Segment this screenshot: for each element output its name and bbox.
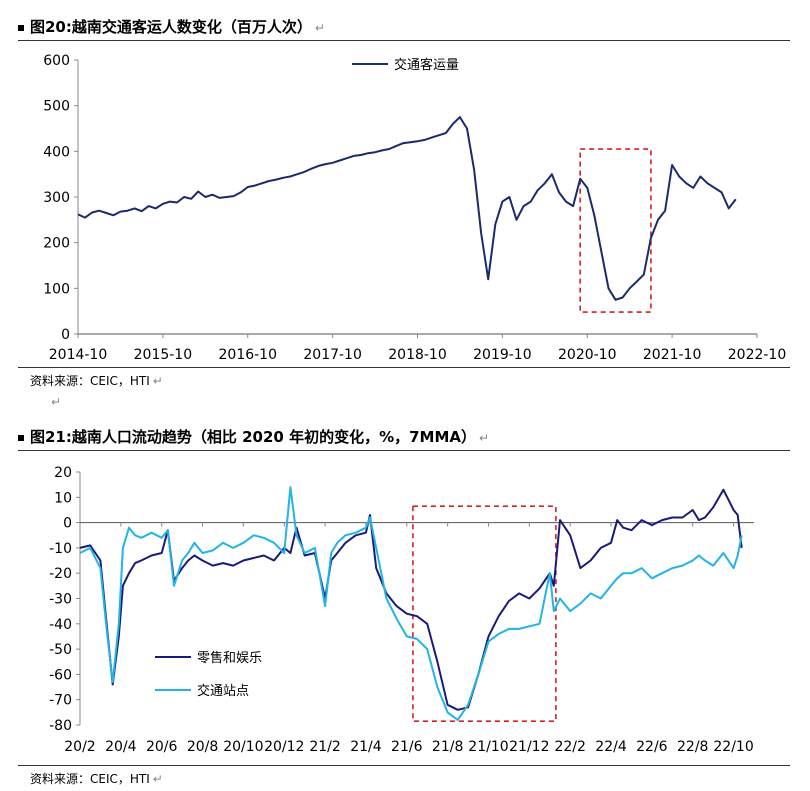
chart2-title: 图21:越南人口流动趋势（相比 2020 年初的变化，%，7MMA） ↵ [18, 426, 489, 447]
chart1-y-tick-label: 100 [43, 281, 70, 297]
chart2-y-tick-label: 20 [54, 465, 72, 481]
chart2-x-tick-label: 21/4 [350, 739, 382, 755]
chart1-x-tick-label: 2021-10 [643, 347, 702, 363]
chart1-x-tick-label: 2016-10 [219, 347, 278, 363]
chart2-y-tick-label: -60 [49, 667, 72, 683]
chart1-legend-label-1: 交通客运量 [394, 57, 459, 73]
chart2-y-tick-label: -80 [49, 718, 72, 734]
chart2-source: 资料来源：CEIC，HTI ↵ [30, 772, 163, 786]
chart2-bottom-rule [18, 765, 790, 766]
chart2-x-tick-label: 22/10 [713, 739, 753, 755]
chart2-x-tick-label: 21/8 [432, 739, 463, 755]
chart2-legend-label-1: 零售和娱乐 [197, 650, 262, 666]
blank-line-mark: ↵ [51, 395, 62, 409]
chart2-y-tick-label: 0 [63, 516, 72, 532]
chart1-bottom-rule [18, 367, 790, 368]
chart2-y-tick-label: -40 [49, 617, 72, 633]
chart2-highlight-box [412, 505, 557, 723]
chart1-x-tick-label: 2018-10 [388, 347, 447, 363]
chart1-highlight-box [579, 148, 652, 313]
chart1-x-tick-label: 2017-10 [303, 347, 362, 363]
chart2-x-tick-label: 21/2 [309, 739, 340, 755]
chart2-y-tick-label: -30 [49, 592, 72, 608]
chart2-y-tick-label: -50 [49, 642, 72, 658]
chart2-x-tick-label: 20/6 [146, 739, 178, 755]
chart2-x-tick-label: 22/8 [677, 739, 708, 755]
chart2-series-line-2 [79, 486, 743, 721]
chart1-svg: 0 100 200 300 400 500 600 2014-10 2015-10 2016-10… [43, 53, 787, 363]
chart2-x-tick-label: 20/2 [64, 739, 95, 755]
chart2-legend-label-2: 交通站点 [197, 683, 249, 699]
chart1-x-tick-label: 2015-10 [134, 347, 193, 363]
chart2-x-tick-label: 22/6 [636, 739, 668, 755]
chart2-svg: 20 10 0 -10 -20 -30 -40 -50 -60 -70 -80 20/2 20/4 20/… [49, 465, 754, 755]
chart1-series-line-1 [77, 116, 737, 301]
chart1-y-tick-label: 200 [43, 236, 70, 252]
chart2-x-tick-label: 20/10 [223, 739, 263, 755]
chart2-x-tick-label: 20/8 [187, 739, 218, 755]
chart2-y-tick-label: -10 [49, 541, 72, 557]
chart2-y-tick-label: -20 [49, 566, 72, 582]
chart2-x-tick-label: 22/4 [595, 739, 627, 755]
chart2-x-tick-label: 21/12 [509, 739, 549, 755]
chart1-x-tick-label: 2022-10 [728, 347, 787, 363]
chart1-y-tick-label: 300 [43, 190, 70, 206]
chart2-y-tick-label: -70 [49, 693, 72, 709]
chart1-y-tick-label: 600 [43, 53, 70, 69]
chart1-x-tick-label: 2019-10 [473, 347, 532, 363]
chart1-y-tick-label: 500 [43, 99, 70, 115]
chart2-top-rule [18, 450, 790, 451]
chart1-y-tick-label: 400 [43, 144, 70, 160]
chart2-x-tick-label: 20/12 [264, 739, 304, 755]
chart1-x-tick-label: 2014-10 [49, 347, 108, 363]
chart2-y-tick-label: 10 [54, 490, 72, 506]
chart2-x-tick-label: 22/2 [554, 739, 585, 755]
chart2-x-tick-label: 21/10 [468, 739, 508, 755]
chart2-x-tick-label: 20/4 [105, 739, 137, 755]
chart1-x-tick-label: 2020-10 [558, 347, 617, 363]
chart1-source: 资料来源：CEIC，HTI ↵ [30, 374, 163, 388]
chart1-top-rule [18, 40, 790, 41]
chart2-x-tick-label: 21/6 [391, 739, 423, 755]
chart1-title: 图20:越南交通客运人数变化（百万人次） ↵ [18, 16, 325, 37]
chart1-y-tick-label: 0 [61, 327, 70, 343]
